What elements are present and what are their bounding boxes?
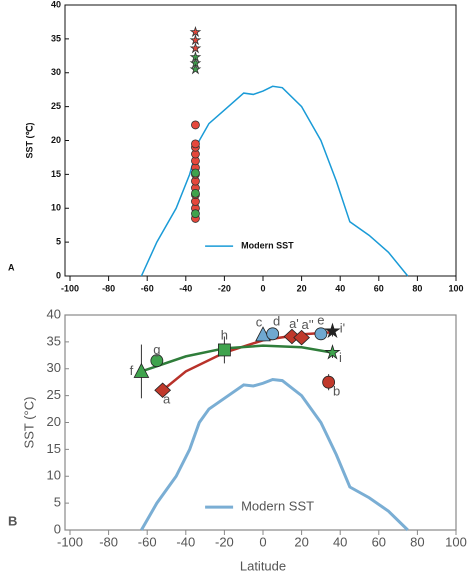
point-label: f	[130, 363, 134, 378]
y-tick-label: 20	[47, 414, 61, 429]
marker	[189, 34, 202, 46]
marker	[191, 209, 200, 219]
marker	[314, 327, 328, 341]
y-tick-label: 30	[47, 360, 61, 375]
fit-curve	[161, 330, 333, 392]
x-tick-label: -40	[179, 283, 192, 293]
marker	[191, 139, 200, 149]
marker	[293, 329, 310, 346]
x-tick-label: -60	[141, 283, 154, 293]
x-tick-label: 60	[374, 283, 384, 293]
x-axis-label: Latitude	[240, 558, 286, 573]
panel: 0 5 10 15 20 25 30 35 40 -100 -80 -60 -40 -20 0 20 40 60 8…	[8, 306, 467, 573]
point-label: c	[256, 314, 263, 329]
marker	[189, 42, 202, 54]
panel-label: B	[8, 513, 17, 528]
y-tick-label: 0	[54, 521, 61, 536]
sst-line	[140, 377, 409, 532]
point-label: i'	[340, 321, 345, 336]
marker	[191, 120, 200, 130]
y-tick-label: 25	[47, 387, 61, 402]
legend-label: Modern SST	[241, 241, 294, 251]
y-tick-label: 20	[51, 135, 61, 145]
x-tick-label: -80	[99, 534, 118, 549]
x-tick-label: 0	[260, 283, 265, 293]
y-tick-label: 5	[56, 237, 61, 247]
point-label: b	[333, 384, 340, 399]
x-tick-label: 60	[372, 534, 386, 549]
panel: 0 5 10 15 20 25 30 35 40 -100 -80 -60 -40 -20 0 20 40 60 8…	[8, 0, 464, 293]
y-axis-label: SST (°C)	[21, 397, 36, 449]
y-tick-label: 35	[47, 333, 61, 348]
marker	[189, 25, 202, 38]
y-axis-label: SST (℃)	[24, 122, 34, 158]
point-label: d	[273, 313, 280, 328]
marker	[191, 188, 200, 198]
y-tick-label: 40	[47, 306, 61, 321]
y-tick-label: 10	[47, 468, 61, 483]
x-tick-label: -80	[102, 283, 115, 293]
marker	[324, 322, 341, 339]
y-tick-label: 40	[51, 0, 61, 9]
point-label: i	[339, 350, 342, 365]
x-tick-label: 40	[335, 283, 345, 293]
y-tick-label: 0	[56, 270, 61, 280]
x-tick-label: 80	[412, 283, 422, 293]
point-label: a	[163, 392, 171, 407]
y-tick-label: 10	[51, 203, 61, 213]
x-tick-label: 20	[294, 534, 308, 549]
x-tick-label: 100	[445, 534, 467, 549]
point-label: e	[317, 312, 324, 327]
x-tick-label: 80	[410, 534, 424, 549]
marker	[150, 354, 164, 368]
marker	[322, 375, 336, 389]
point-label: h	[221, 327, 228, 342]
y-tick-label: 15	[47, 441, 61, 456]
x-tick-label: -40	[176, 534, 195, 549]
x-tick-label: -20	[218, 283, 231, 293]
y-tick-label: 25	[51, 101, 61, 111]
fit-curve	[141, 344, 333, 373]
x-tick-label: -60	[138, 534, 157, 549]
x-tick-label: 40	[333, 534, 347, 549]
marker	[133, 362, 150, 378]
plot-frame	[64, 4, 457, 277]
marker	[191, 168, 200, 178]
y-tick-label: 5	[54, 495, 61, 510]
legend-label: Modern SST	[241, 499, 314, 514]
marker	[189, 63, 202, 75]
marker	[217, 343, 231, 357]
x-tick-label: 0	[259, 534, 266, 549]
marker	[266, 327, 280, 341]
x-tick-label: -100	[57, 534, 83, 549]
marker	[324, 344, 341, 360]
point-label: a''	[301, 317, 313, 332]
y-tick-label: 15	[51, 169, 61, 179]
y-tick-label: 35	[51, 33, 61, 43]
x-tick-label: -20	[215, 534, 234, 549]
y-tick-label: 30	[51, 67, 61, 77]
point-label: a'	[289, 316, 299, 331]
x-tick-label: 20	[297, 283, 307, 293]
sst-line	[140, 85, 409, 277]
x-tick-label: -100	[61, 283, 79, 293]
x-tick-label: 100	[448, 283, 463, 293]
point-label: g	[153, 342, 160, 357]
marker	[154, 382, 172, 398]
panel-label: A	[8, 262, 15, 272]
